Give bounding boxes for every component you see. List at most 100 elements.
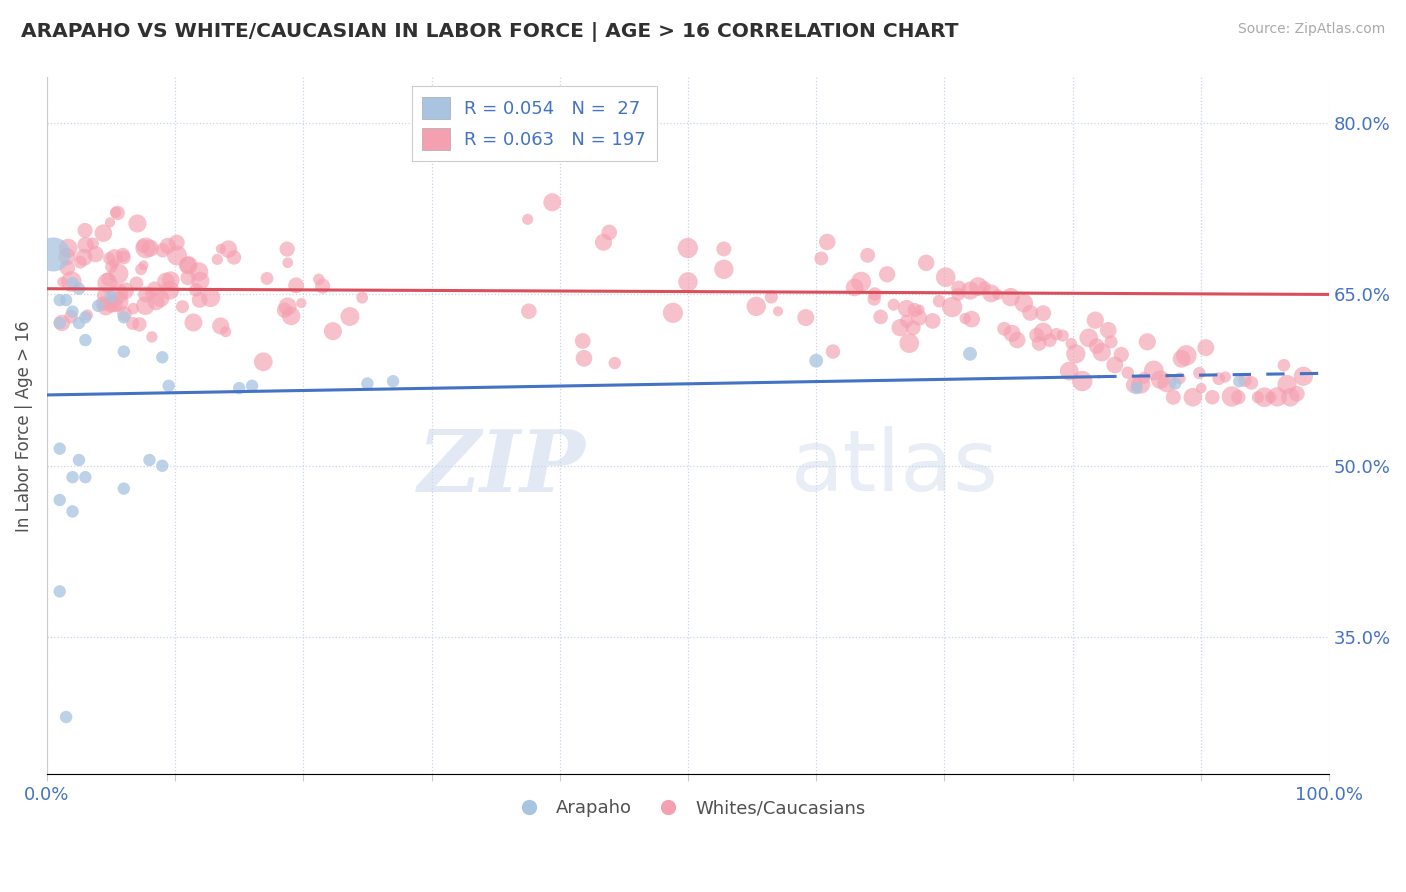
Point — [209, 242, 232, 256]
Point — [240, 379, 263, 393]
Point — [69, 255, 91, 269]
Point — [252, 355, 274, 369]
Point — [91, 296, 114, 310]
Point — [122, 301, 145, 316]
Point — [100, 260, 122, 274]
Point — [1077, 331, 1099, 345]
Point — [1005, 333, 1028, 347]
Point — [135, 287, 157, 301]
Point — [1260, 390, 1282, 404]
Point — [56, 241, 79, 255]
Point — [183, 316, 205, 330]
Point — [159, 283, 181, 297]
Point — [217, 242, 239, 256]
Point — [48, 293, 70, 307]
Point — [103, 257, 125, 271]
Point — [849, 275, 872, 289]
Point — [1164, 376, 1187, 391]
Text: ZIP: ZIP — [418, 425, 585, 509]
Point — [67, 282, 90, 296]
Point — [598, 226, 620, 240]
Point — [1129, 377, 1152, 392]
Point — [55, 710, 77, 724]
Point — [308, 272, 330, 286]
Point — [844, 280, 866, 294]
Point — [48, 316, 70, 330]
Point — [980, 286, 1002, 301]
Point — [896, 301, 918, 316]
Point — [98, 215, 121, 229]
Point — [107, 294, 129, 309]
Point — [908, 302, 931, 317]
Point — [1143, 363, 1166, 377]
Point — [898, 336, 921, 351]
Point — [96, 276, 118, 290]
Point — [713, 262, 735, 277]
Point — [1213, 370, 1236, 384]
Point — [107, 286, 129, 301]
Point — [1189, 381, 1212, 395]
Point — [1060, 336, 1083, 351]
Point — [1136, 334, 1159, 349]
Point — [1285, 386, 1308, 401]
Point — [1025, 328, 1047, 343]
Point — [1208, 372, 1230, 386]
Point — [152, 244, 174, 258]
Point — [187, 265, 209, 279]
Point — [285, 278, 308, 293]
Point — [177, 258, 200, 272]
Point — [352, 291, 374, 305]
Point — [200, 290, 222, 304]
Point — [103, 251, 125, 265]
Point — [339, 310, 361, 324]
Point — [382, 374, 405, 388]
Point — [172, 300, 194, 314]
Point — [904, 303, 927, 318]
Point — [946, 287, 969, 301]
Point — [97, 272, 120, 286]
Point — [761, 290, 783, 304]
Point — [143, 282, 166, 296]
Point — [516, 212, 538, 227]
Point — [592, 235, 614, 250]
Point — [1000, 290, 1022, 304]
Point — [1045, 327, 1067, 342]
Point — [107, 206, 129, 220]
Point — [177, 270, 200, 285]
Point — [921, 314, 943, 328]
Point — [290, 296, 312, 310]
Point — [1104, 358, 1126, 372]
Point — [145, 294, 167, 309]
Point — [207, 252, 229, 267]
Point — [51, 316, 73, 330]
Point — [1071, 374, 1094, 388]
Text: Source: ZipAtlas.com: Source: ZipAtlas.com — [1237, 22, 1385, 37]
Point — [138, 453, 160, 467]
Y-axis label: In Labor Force | Age > 16: In Labor Force | Age > 16 — [15, 320, 32, 532]
Point — [84, 247, 107, 261]
Point — [1227, 374, 1250, 388]
Point — [135, 241, 157, 255]
Point — [662, 306, 685, 320]
Point — [76, 308, 98, 322]
Point — [150, 458, 173, 473]
Point — [176, 258, 198, 272]
Point — [311, 279, 333, 293]
Point — [114, 284, 136, 298]
Point — [572, 351, 595, 366]
Point — [1161, 390, 1184, 404]
Point — [883, 298, 905, 312]
Point — [1240, 376, 1263, 390]
Point — [603, 356, 626, 370]
Point — [1267, 390, 1289, 404]
Point — [1181, 390, 1204, 404]
Point — [1195, 341, 1218, 355]
Point — [856, 248, 879, 262]
Point — [953, 311, 976, 326]
Point — [280, 309, 302, 323]
Point — [1123, 378, 1146, 392]
Point — [541, 195, 564, 210]
Point — [1233, 373, 1256, 387]
Point — [104, 205, 127, 219]
Point — [1168, 371, 1191, 385]
